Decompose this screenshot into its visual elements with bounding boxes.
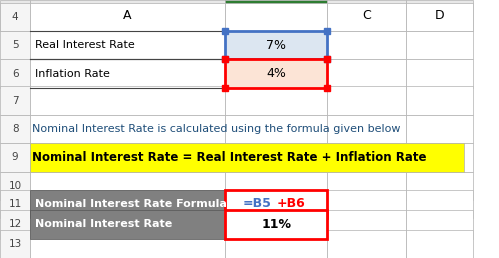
Text: 11%: 11% [261,218,291,231]
FancyBboxPatch shape [225,172,327,200]
FancyBboxPatch shape [225,190,327,218]
FancyBboxPatch shape [0,115,30,143]
Text: 7%: 7% [266,39,286,52]
FancyBboxPatch shape [30,143,464,172]
Text: 8: 8 [12,124,18,134]
FancyBboxPatch shape [0,31,30,59]
FancyBboxPatch shape [225,3,327,31]
FancyBboxPatch shape [327,31,406,59]
Text: +B6: +B6 [276,197,305,210]
FancyBboxPatch shape [225,59,327,88]
FancyBboxPatch shape [406,115,474,143]
Text: 5: 5 [12,40,18,50]
Text: 13: 13 [8,239,22,249]
FancyBboxPatch shape [0,3,30,31]
Text: Nominal Interest Rate is calculated using the formula given below: Nominal Interest Rate is calculated usin… [32,124,401,134]
FancyBboxPatch shape [30,115,225,143]
FancyBboxPatch shape [327,3,406,31]
FancyBboxPatch shape [0,86,30,115]
FancyBboxPatch shape [30,59,225,88]
FancyBboxPatch shape [30,31,225,59]
Text: Real Interest Rate: Real Interest Rate [35,40,135,50]
Text: 4%: 4% [266,67,286,80]
Text: D: D [435,9,445,22]
FancyBboxPatch shape [30,0,225,31]
FancyBboxPatch shape [30,210,225,239]
FancyBboxPatch shape [327,190,406,218]
Text: B: B [272,9,280,22]
FancyBboxPatch shape [0,0,30,31]
FancyBboxPatch shape [225,31,327,59]
FancyBboxPatch shape [406,31,474,59]
Text: Inflation Rate: Inflation Rate [35,69,110,78]
Text: 9: 9 [12,152,18,162]
FancyBboxPatch shape [30,210,225,239]
Text: Nominal Interest Rate Formula: Nominal Interest Rate Formula [35,199,227,209]
FancyBboxPatch shape [30,3,225,31]
FancyBboxPatch shape [406,190,474,218]
FancyBboxPatch shape [406,59,474,88]
FancyBboxPatch shape [327,230,406,258]
Text: 6: 6 [12,69,18,78]
FancyBboxPatch shape [225,143,327,172]
FancyBboxPatch shape [406,86,474,115]
Text: C: C [362,9,371,22]
FancyBboxPatch shape [0,143,30,172]
Text: 12: 12 [8,220,22,229]
FancyBboxPatch shape [225,31,327,59]
Text: Nominal Interest Rate: Nominal Interest Rate [35,220,172,229]
FancyBboxPatch shape [327,59,406,88]
FancyBboxPatch shape [327,143,406,172]
FancyBboxPatch shape [0,230,30,258]
FancyBboxPatch shape [406,0,474,31]
FancyBboxPatch shape [30,190,225,218]
FancyBboxPatch shape [0,172,30,200]
Text: 4: 4 [12,12,18,22]
FancyBboxPatch shape [225,210,327,239]
FancyBboxPatch shape [406,230,474,258]
FancyBboxPatch shape [0,190,30,218]
FancyBboxPatch shape [0,210,30,239]
FancyBboxPatch shape [30,190,225,218]
FancyBboxPatch shape [225,59,327,88]
FancyBboxPatch shape [225,190,327,218]
FancyBboxPatch shape [30,230,225,258]
FancyBboxPatch shape [327,210,406,239]
FancyBboxPatch shape [225,230,327,258]
FancyBboxPatch shape [30,172,225,200]
Text: 7: 7 [12,96,18,106]
FancyBboxPatch shape [225,86,327,115]
Text: =B5: =B5 [243,197,271,210]
FancyBboxPatch shape [225,210,327,239]
FancyBboxPatch shape [406,210,474,239]
FancyBboxPatch shape [406,3,474,31]
FancyBboxPatch shape [30,86,225,115]
FancyBboxPatch shape [225,115,327,143]
Text: 10: 10 [8,181,21,191]
FancyBboxPatch shape [327,115,406,143]
FancyBboxPatch shape [406,143,474,172]
FancyBboxPatch shape [327,0,406,31]
Text: Nominal Interest Rate = Real Interest Rate + Inflation Rate: Nominal Interest Rate = Real Interest Ra… [32,151,427,164]
Text: A: A [123,9,132,22]
Text: 11: 11 [8,199,22,209]
FancyBboxPatch shape [0,59,30,88]
FancyBboxPatch shape [30,143,225,172]
FancyBboxPatch shape [225,0,327,31]
FancyBboxPatch shape [327,172,406,200]
FancyBboxPatch shape [327,86,406,115]
FancyBboxPatch shape [406,172,474,200]
